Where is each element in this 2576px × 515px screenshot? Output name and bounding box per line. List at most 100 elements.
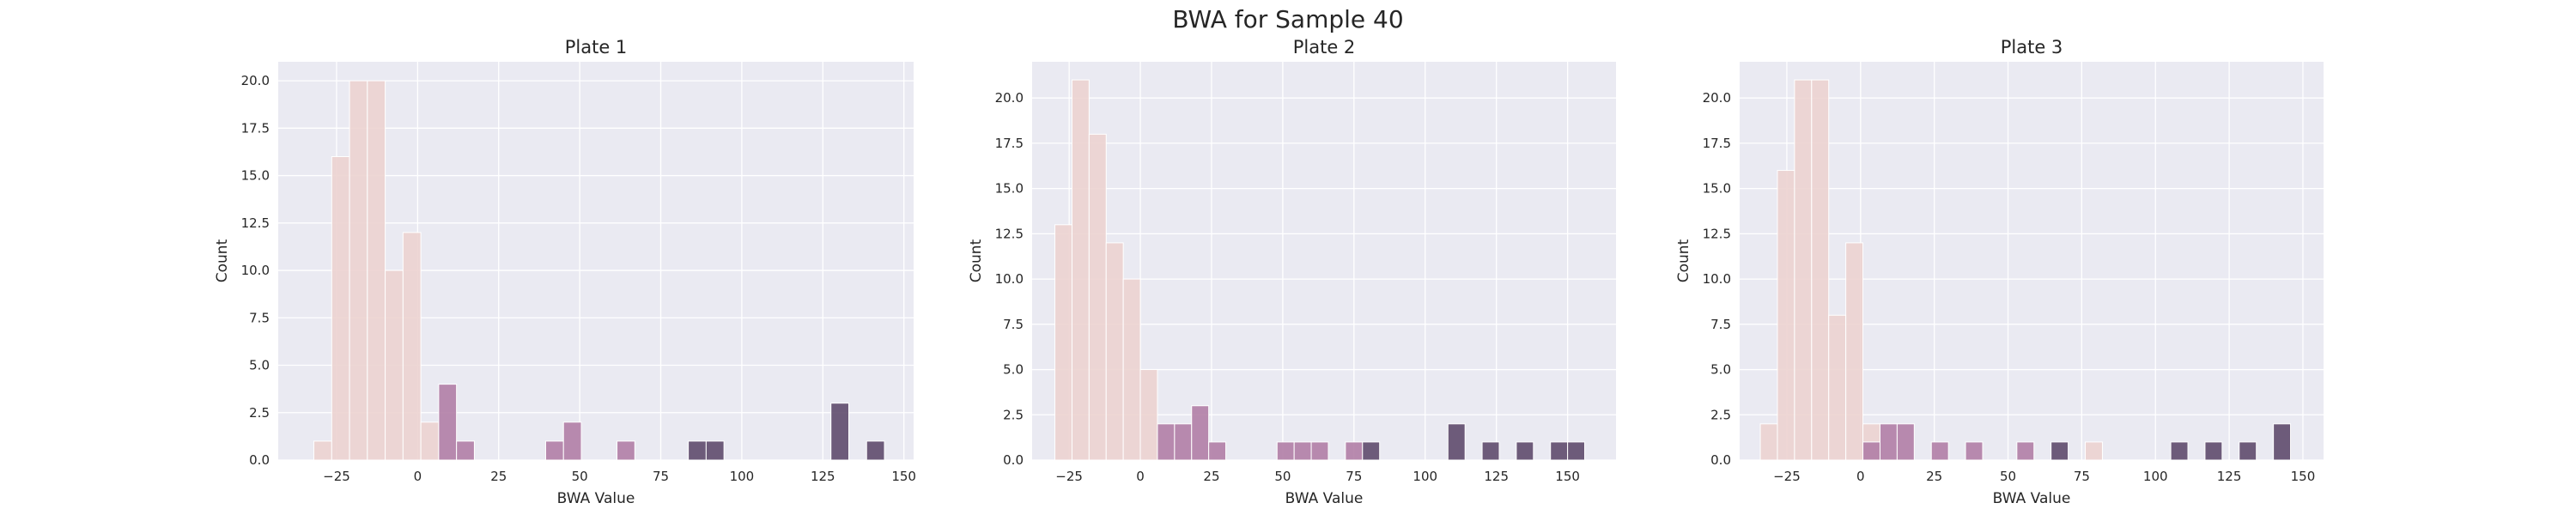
plate-1-bar-13 [705,440,725,461]
plate-1-xtick-label-4: 75 [653,469,669,484]
plate-1-ytick-label-0: 0.0 [249,452,270,468]
plate-3-bar-1 [1777,170,1795,461]
plate-2-bar-16 [1481,441,1500,461]
plate-3-ytick-label-1: 2.5 [1710,407,1731,422]
plate-2-ytick-label-3: 7.5 [1003,317,1024,332]
plate-3-bar-17 [2239,441,2257,461]
plate-1-ytick-label-4: 10.0 [241,263,270,278]
plate-1-xtick-label-3: 50 [572,469,588,484]
plate-2-ytick-label-6: 15.0 [995,181,1024,197]
plate-1-bar-11 [617,440,635,461]
plate-3-xtick-label-2: 25 [1926,469,1942,484]
plate-2-bar-4 [1122,278,1141,461]
plate-1-xtick-label-2: 25 [490,469,507,484]
plate-1-ytick-label-1: 2.5 [249,405,270,421]
plate-1-ytick-label-3: 7.5 [249,310,270,325]
plate-2-ytick-label-7: 17.5 [995,136,1024,151]
plate-3-bar-12 [2016,441,2035,461]
subplot-panels: −25 0 25 50 75 100 125 150 0.0 2.5 5.0 7.5 10.0 12.5 1… [214,37,2324,507]
plate-3-bar-4 [1828,314,1847,461]
plate-1-ytick-label-5: 12.5 [241,215,270,231]
plate-1-bar-12 [688,440,707,461]
plate-2-bar-15 [1447,423,1466,461]
plate-2-xtick-label-1: 0 [1136,469,1145,484]
plate-1-title: Plate 1 [565,37,628,58]
plate-3-bar-2 [1794,79,1813,461]
plate-1-xtick-label-1: 0 [414,469,422,484]
plate-3-ytick-label-8: 20.0 [1703,90,1731,106]
plate-1-ytick-label-2: 5.0 [249,358,270,373]
plate-1-xtick-label-5: 100 [730,469,755,484]
plate-3-xtick-label-3: 50 [2000,469,2016,484]
plate-3-bar-3 [1811,79,1830,461]
plate-2-ytick-label-2: 5.0 [1003,362,1024,378]
plate-3-bar-7 [1862,441,1880,461]
plate-2-ytick-label-0: 0.0 [1003,452,1024,468]
plate-3-bar-14 [2085,441,2103,461]
plate-1-bar-9 [544,440,564,461]
plate-1-bar-0 [313,440,332,461]
plate-3-bar-10 [1930,441,1949,461]
plate-3-bar-8 [1879,423,1898,461]
plate-3-bar-15 [2170,441,2189,461]
plate-2-bar-3 [1105,242,1124,461]
plate-2-ytick-label-1: 2.5 [1003,407,1024,422]
plate-2-bar-11 [1293,441,1312,461]
plate-2-bar-17 [1516,441,1534,461]
plate-1-panel: −25 0 25 50 75 100 125 150 0.0 2.5 5.0 7.5 10.0 12.5 1… [214,37,916,507]
plate-3-ytick-label-2: 5.0 [1710,362,1731,378]
plate-1-xtick-label-6: 125 [811,469,835,484]
plate-3-xtick-label-0: −25 [1773,469,1801,484]
plate-2-ytick-label-4: 10.0 [995,271,1024,287]
plate-2-xtick-label-0: −25 [1055,469,1083,484]
plate-2-ytick-label-8: 20.0 [995,90,1024,106]
plate-2-title: Plate 2 [1293,37,1356,58]
plate-1-bar-4 [385,270,404,461]
plate-2-bar-7 [1174,423,1193,461]
plate-2-panel: −25 0 25 50 75 100 125 150 0.0 2.5 5.0 7.5 10.0 12.5 1… [968,37,1616,507]
plate-3-bar-0 [1759,423,1778,461]
plate-2-x-axis-label: BWA Value [1285,490,1364,507]
plate-3-xtick-label-7: 150 [2291,469,2316,484]
plate-3-bar-9 [1896,423,1915,461]
plate-1-ytick-label-6: 15.0 [241,168,270,184]
plate-2-bar-1 [1071,79,1090,461]
plate-2-bar-19 [1567,441,1586,461]
plate-3-xtick-label-4: 75 [2074,469,2090,484]
plate-2-bar-9 [1208,441,1227,461]
plate-3-xtick-label-6: 125 [2217,469,2242,484]
plate-1-bar-3 [367,80,386,461]
plate-1-bar-15 [866,440,885,461]
plate-3-y-axis-label: Count [1675,239,1692,282]
plate-2-xtick-label-3: 50 [1274,469,1291,484]
plate-1-x-axis-label: BWA Value [557,490,635,507]
plate-3-bar-5 [1845,242,1864,461]
plate-2-bar-14 [1362,441,1381,461]
plate-3-xtick-label-1: 0 [1856,469,1865,484]
plate-1-ytick-label-8: 20.0 [241,73,270,88]
plate-3-title: Plate 3 [2001,37,2063,58]
plate-3-xtick-label-5: 100 [2143,469,2168,484]
plate-3-bar-13 [2050,441,2069,461]
plate-3-ytick-label-4: 10.0 [1703,271,1731,287]
plate-1-bar-8 [456,440,475,461]
plate-2-bar-13 [1345,441,1364,461]
plate-3-ytick-label-6: 15.0 [1703,181,1731,197]
plate-2-bar-0 [1054,224,1072,461]
plate-2-bar-6 [1157,423,1176,461]
plate-2-xtick-label-6: 125 [1484,469,1509,484]
plate-3-ytick-label-3: 7.5 [1710,317,1731,332]
plate-2-bar-2 [1088,133,1107,461]
plate-1-bar-6 [420,421,440,461]
plate-2-xtick-label-2: 25 [1203,469,1219,484]
plate-2-y-axis-label: Count [968,239,985,282]
plate-2-bar-10 [1276,441,1295,461]
plate-1-bar-5 [402,232,422,461]
plate-1-xtick-label-7: 150 [891,469,916,484]
plate-1-bar-10 [562,421,582,461]
figure-title: BWA for Sample 40 [1172,5,1403,33]
plate-3-x-axis-label: BWA Value [1993,490,2071,507]
plate-1-y-axis-label: Count [214,239,231,282]
plate-2-bar-12 [1310,441,1329,461]
